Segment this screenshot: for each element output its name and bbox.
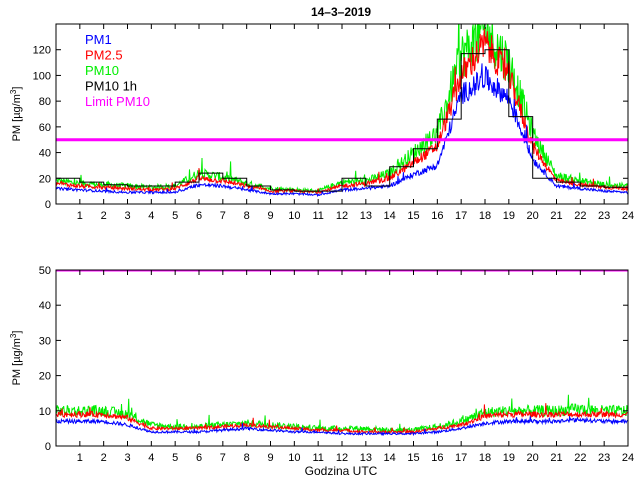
x-tick-label: 11 (312, 210, 323, 222)
x-tick-label: 3 (124, 210, 130, 222)
bottom-panel: 1 2 3 4 5 6 7 8 9 10 11 12 13 14 15 16 17 18 19 20 21 22 23 240… (9, 265, 634, 464)
x-tick-label: 13 (360, 210, 372, 222)
x-tick-label: 21 (550, 452, 562, 464)
x-tick-label: 8 (244, 452, 250, 464)
legend-entry: PM10 (85, 63, 119, 78)
x-tick-label: 17 (455, 210, 467, 222)
x-tick-label: 8 (244, 210, 250, 222)
x-tick-label: 3 (124, 452, 130, 464)
x-tick-label: 24 (622, 210, 634, 222)
x-tick-label: 7 (220, 452, 226, 464)
x-tick-label: 11 (312, 452, 323, 464)
x-tick-label: 15 (407, 210, 419, 222)
x-tick-label: 4 (148, 210, 154, 222)
x-tick-label: 5 (172, 210, 178, 222)
x-tick-label: 9 (267, 210, 273, 222)
x-tick-label: 22 (574, 210, 586, 222)
x-tick-label: 20 (527, 210, 539, 222)
y-axis-label-end: ] (11, 331, 23, 334)
series-line-pm1 (56, 416, 628, 437)
y-tick-label: 40 (39, 300, 51, 312)
x-tick-label: 10 (288, 210, 300, 222)
plot-area (56, 24, 628, 204)
y-tick-label: 80 (39, 96, 51, 108)
y-tick-label: 10 (39, 406, 51, 418)
x-tick-label: 14 (384, 210, 396, 222)
x-axis-label: Godzina UTC (305, 464, 378, 478)
x-tick-label: 16 (431, 452, 443, 464)
x-tick-label: 18 (479, 452, 491, 464)
legend-entry: PM1 (85, 32, 112, 47)
y-axis-label-end: ] (11, 87, 23, 90)
x-tick-label: 6 (196, 452, 202, 464)
x-tick-label: 19 (503, 210, 515, 222)
x-tick-label: 20 (527, 452, 539, 464)
y-axis-label: PM [µg/m3] (9, 87, 23, 142)
x-tick-label: 12 (336, 452, 348, 464)
x-tick-label: 18 (479, 210, 491, 222)
y-axis-label-main: PM [µg/m (11, 338, 23, 385)
y-axis-label-main: PM [µg/m (11, 94, 23, 141)
legend-entry: Limit PM10 (85, 94, 150, 109)
series-line-pm10-1h (56, 49, 628, 192)
x-tick-label: 23 (598, 452, 610, 464)
x-tick-label: 23 (598, 210, 610, 222)
y-tick-label: 40 (39, 148, 51, 160)
y-tick-label: 30 (39, 335, 51, 347)
y-axis-label-sup: 3 (9, 333, 18, 338)
x-tick-label: 12 (336, 210, 348, 222)
x-tick-label: 1 (77, 452, 83, 464)
legend-entry: PM10 1h (85, 79, 137, 94)
x-tick-label: 1 (77, 210, 83, 222)
x-tick-label: 22 (574, 452, 586, 464)
y-axis-label: PM [µg/m3] (9, 331, 23, 386)
y-tick-label: 20 (39, 371, 51, 383)
x-tick-label: 15 (407, 452, 419, 464)
x-tick-label: 7 (220, 210, 226, 222)
legend-entry: PM2.5 (85, 48, 123, 63)
series-group (56, 270, 628, 437)
x-tick-label: 2 (101, 452, 107, 464)
x-tick-label: 24 (622, 452, 634, 464)
x-tick-label: 21 (550, 210, 562, 222)
x-tick-label: 2 (101, 210, 107, 222)
y-tick-label: 100 (33, 70, 51, 82)
y-tick-label: 120 (33, 45, 51, 57)
x-tick-label: 19 (503, 452, 515, 464)
x-tick-label: 13 (360, 452, 372, 464)
x-tick-label: 10 (288, 452, 300, 464)
x-tick-label: 6 (196, 210, 202, 222)
x-tick-label: 17 (455, 452, 467, 464)
y-tick-label: 60 (39, 122, 51, 134)
x-tick-label: 5 (172, 452, 178, 464)
x-tick-label: 9 (267, 452, 273, 464)
y-tick-label: 0 (45, 441, 51, 453)
x-tick-label: 4 (148, 452, 154, 464)
y-tick-label: 0 (45, 199, 51, 211)
x-tick-label: 16 (431, 210, 443, 222)
top-panel: 1 2 3 4 5 6 7 8 9 10 11 12 13 14 15 16 17 18 19 20 21 22 23 240… (9, 23, 634, 222)
x-tick-label: 14 (384, 452, 396, 464)
y-axis-label-sup: 3 (9, 89, 18, 94)
series-group (56, 24, 628, 198)
chart-title: 14–3–2019 (311, 5, 371, 19)
y-tick-label: 50 (39, 265, 51, 277)
y-tick-label: 20 (39, 173, 51, 185)
